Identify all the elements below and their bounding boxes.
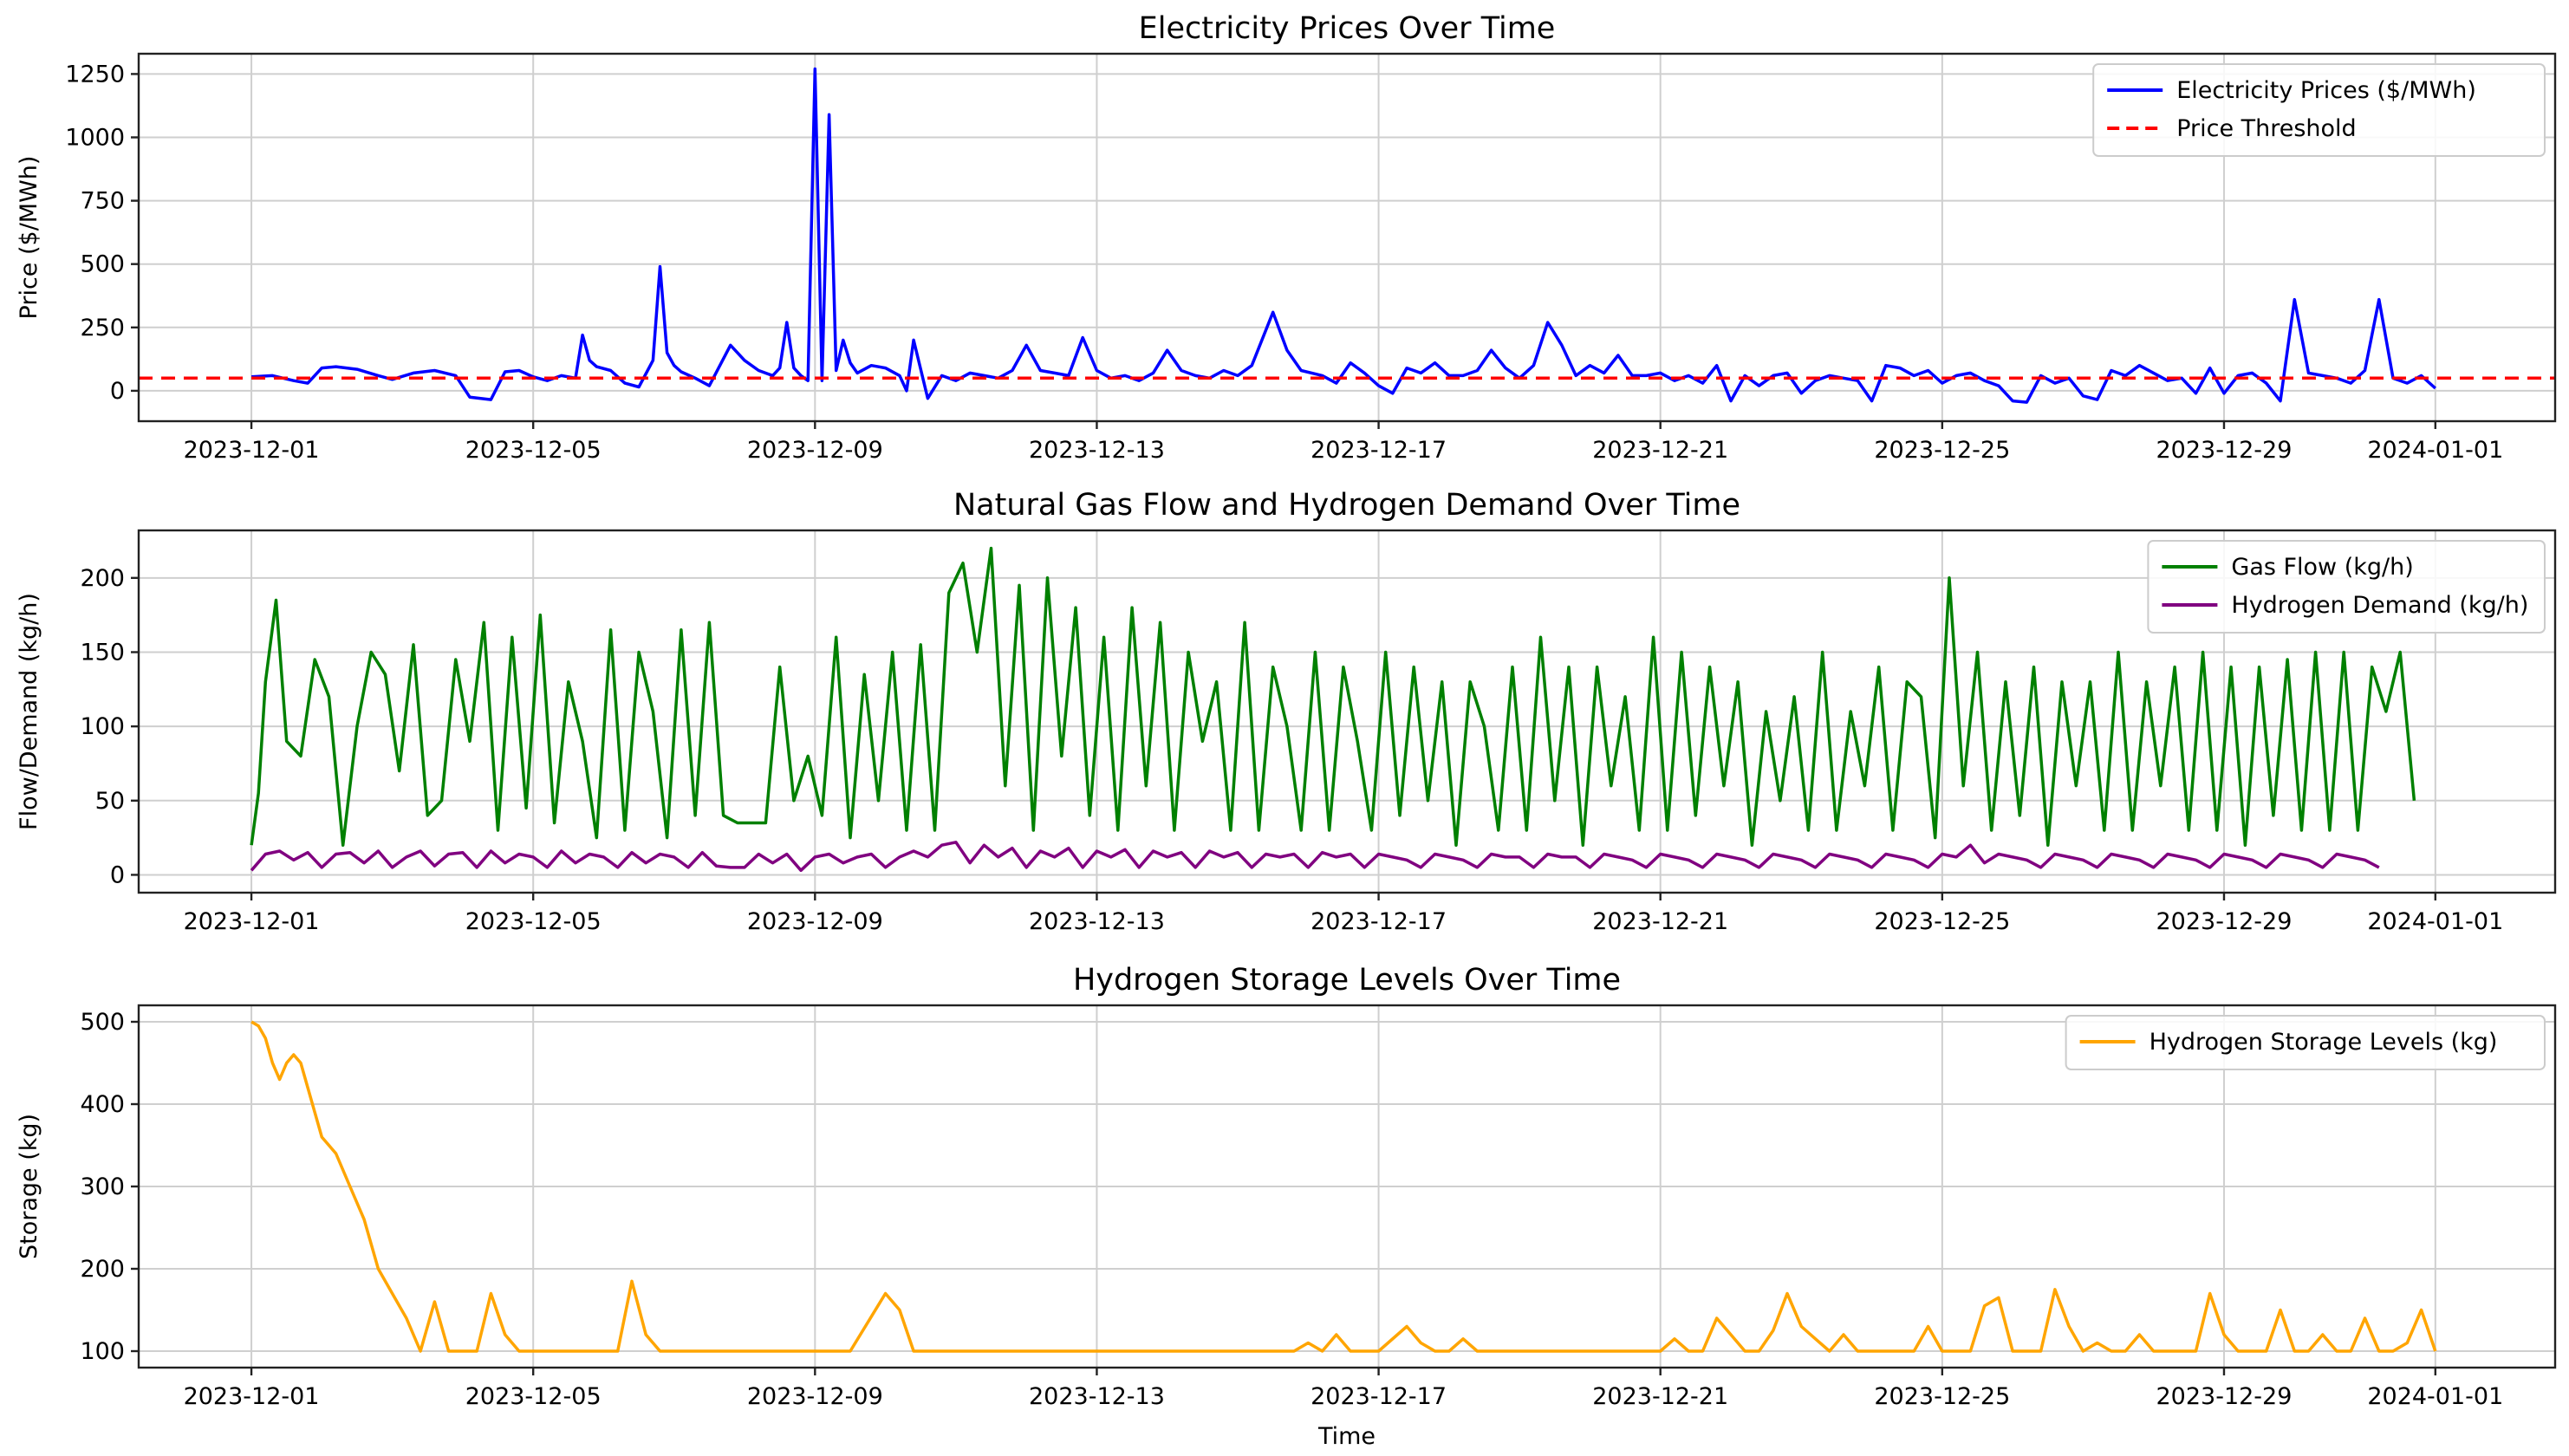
x-tick-label: 2024-01-01 [2367,1383,2503,1410]
plot-frame [137,1004,2557,1369]
legend-box [2065,1015,2546,1070]
y-axis-label: Flow/Demand (kg/h) [16,593,42,830]
legend-box [2092,63,2546,157]
x-tick-label: 2023-12-17 [1311,437,1447,464]
chart-panel-2: 2023-12-01 2023-12-05 2023-12-09 2023-12-13… [16,488,2557,935]
y-axis-label: Storage (kg) [16,1114,42,1259]
series-line-1 [250,67,2436,404]
x-tick-label: 2023-12-29 [2156,1383,2293,1410]
series-line-1 [250,1020,2437,1353]
y-tick-label: 1000 [65,124,125,151]
x-tick-label: 2023-12-13 [1029,908,1165,935]
x-tick-label: 2023-12-09 [747,908,883,935]
y-tick-label: 1250 [65,61,125,88]
series-line-2 [250,841,2380,873]
y-tick-label: 100 [80,713,125,740]
legend-label: Electricity Prices ($/MWh) [2176,77,2476,104]
chart-title: Natural Gas Flow and Hydrogen Demand Ove… [953,488,1740,523]
y-tick-label: 200 [80,565,125,592]
x-tick-label: 2023-12-29 [2156,908,2293,935]
y-tick-label: 50 [95,788,125,815]
x-tick-label: 2023-12-21 [1592,437,1728,464]
x-tick-label: 2023-12-01 [184,437,320,464]
x-tick-label: 2024-01-01 [2367,437,2503,464]
x-tick-label: 2023-12-09 [747,1383,883,1410]
chart-title: Electricity Prices Over Time [1139,11,1556,46]
y-tick-label: 400 [80,1091,125,1118]
x-tick-label: 2023-12-21 [1592,908,1728,935]
y-tick-label: 750 [80,188,125,215]
chart-title: Hydrogen Storage Levels Over Time [1073,963,1621,998]
chart-panel-1: 2023-12-01 2023-12-05 2023-12-09 2023-12-13… [16,11,2557,464]
y-tick-label: 100 [80,1338,125,1365]
y-tick-label: 0 [110,861,125,888]
chart-panel-3: 2023-12-01 2023-12-05 2023-12-09 2023-12-13… [16,963,2557,1450]
legend-label: Gas Flow (kg/h) [2231,554,2413,581]
legend-label: Hydrogen Demand (kg/h) [2231,592,2528,619]
legend-box [2147,540,2546,634]
x-tick-label: 2024-01-01 [2367,908,2503,935]
legend-label: Price Threshold [2176,115,2357,142]
plot-frame [137,52,2557,423]
x-tick-label: 2023-12-17 [1311,1383,1447,1410]
x-tick-label: 2023-12-21 [1592,1383,1728,1410]
x-tick-label: 2023-12-05 [465,437,602,464]
x-tick-label: 2023-12-29 [2156,437,2293,464]
x-tick-label: 2023-12-05 [465,1383,602,1410]
x-tick-label: 2023-12-13 [1029,1383,1165,1410]
x-tick-label: 2023-12-01 [184,1383,320,1410]
y-tick-label: 150 [80,639,125,666]
series-group [250,1020,2437,1353]
y-tick-label: 500 [80,1009,125,1036]
y-tick-label: 500 [80,251,125,278]
x-tick-label: 2023-12-05 [465,908,602,935]
x-tick-label: 2023-12-01 [184,908,320,935]
x-tick-label: 2023-12-25 [1874,908,2010,935]
y-tick-label: 200 [80,1256,125,1283]
y-tick-label: 250 [80,315,125,341]
x-tick-label: 2023-12-17 [1311,908,1447,935]
series-group [139,67,2555,404]
series-group [250,546,2416,873]
x-axis-label: Time [1317,1423,1376,1450]
y-axis-label: Price ($/MWh) [16,156,42,320]
x-tick-label: 2023-12-09 [747,437,883,464]
y-tick-label: 300 [80,1173,125,1200]
x-tick-label: 2023-12-25 [1874,1383,2010,1410]
y-tick-label: 0 [110,378,125,405]
x-tick-label: 2023-12-25 [1874,437,2010,464]
plot-frame [137,529,2557,894]
series-line-1 [250,546,2416,847]
legend-label: Hydrogen Storage Levels (kg) [2150,1029,2498,1056]
x-tick-label: 2023-12-13 [1029,437,1165,464]
